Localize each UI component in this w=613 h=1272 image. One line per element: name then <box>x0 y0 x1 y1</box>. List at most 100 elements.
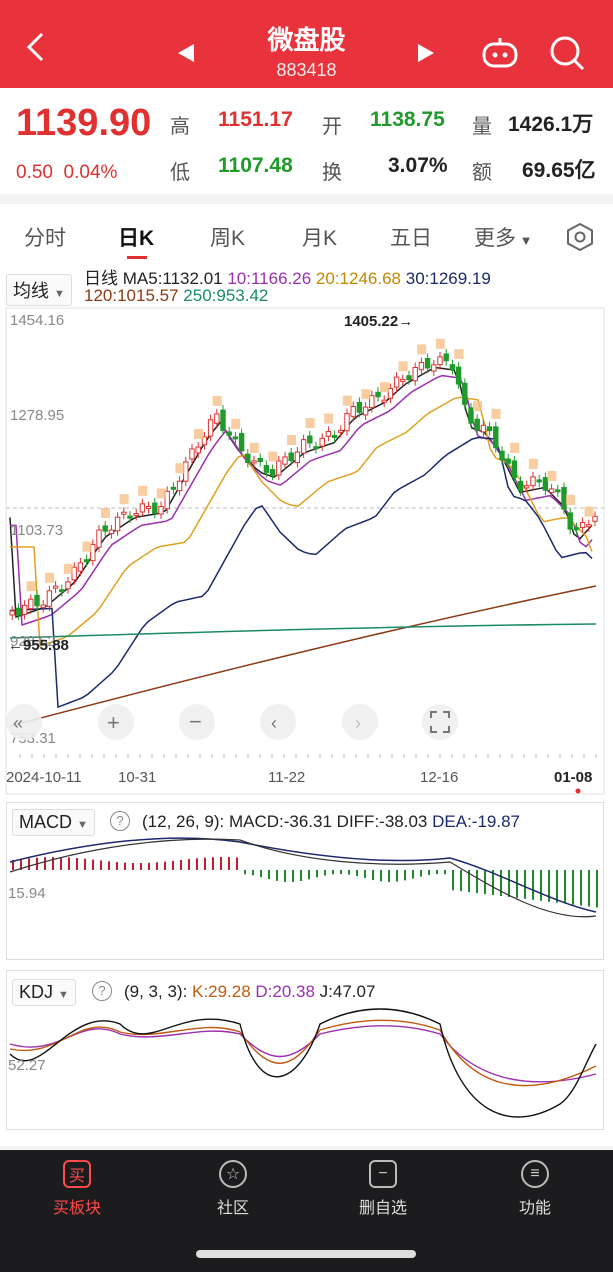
y-label-2: 1278.95 <box>10 407 64 424</box>
volume-label: 量 <box>472 116 492 138</box>
sequence-marker <box>547 470 557 481</box>
candle-body <box>139 503 146 513</box>
zoom-in-button[interactable] <box>98 704 134 740</box>
ma250-value: 250:953.42 <box>183 286 269 305</box>
ma-selector-label: 均线 <box>13 281 49 301</box>
remove-watchlist-button[interactable]: − 删自选 <box>328 1160 438 1218</box>
dea-line <box>9 837 597 913</box>
fullscreen-button[interactable] <box>422 704 458 740</box>
y-label-4: 928.52 <box>10 633 56 650</box>
sequence-marker <box>454 349 464 360</box>
macd-bar <box>532 870 534 900</box>
back-arrow-icon[interactable] <box>22 32 52 62</box>
next-stock-icon[interactable] <box>418 44 434 62</box>
macd-bar <box>20 859 22 870</box>
candle-body <box>567 512 573 530</box>
macd-bar <box>284 870 286 882</box>
kdj-axis-label: 52.27 <box>8 1057 46 1074</box>
kdj-selector[interactable]: KDJ ▼ <box>12 979 76 1006</box>
scroll-left-button[interactable] <box>6 704 42 740</box>
quote-panel: 1139.90 0.50 0.04% 高 1151.17 开 1138.75 量… <box>0 88 613 194</box>
candle-body <box>189 448 195 460</box>
sequence-marker <box>287 435 296 446</box>
kline-chart[interactable]: 1454.16 1278.95 1103.73 928.52 753.31 14… <box>0 306 613 796</box>
ma-selector[interactable]: 均线 ▼ <box>6 274 72 306</box>
step-right-button[interactable] <box>342 704 378 740</box>
macd-bar <box>212 857 214 870</box>
step-left-button[interactable] <box>260 704 296 740</box>
zoom-out-button[interactable] <box>179 704 215 740</box>
community-button[interactable]: ☆ 社区 <box>178 1160 288 1218</box>
macd-bar <box>220 857 222 870</box>
help-icon[interactable]: ? <box>92 981 112 1001</box>
ma10-line <box>10 374 593 627</box>
candle-body <box>586 524 592 528</box>
turnover-label: 换 <box>322 162 342 184</box>
sequence-marker <box>398 361 408 372</box>
candle-body <box>269 469 276 476</box>
macd-bar <box>500 870 502 896</box>
macd-legend: (12, 26, 9): MACD:-36.31 DIFF:-38.03 DEA… <box>142 812 520 832</box>
candle-body <box>455 366 462 385</box>
candle-body <box>238 432 245 452</box>
max-price-label: 1405.22→ <box>344 313 413 330</box>
help-icon[interactable]: ? <box>110 811 130 831</box>
kdj-selector-label: KDJ <box>19 982 54 1002</box>
ma20-line <box>10 396 593 648</box>
candle-body <box>387 387 394 399</box>
settings-hex-icon[interactable] <box>565 222 595 252</box>
macd-bar <box>100 860 102 870</box>
prev-stock-icon[interactable] <box>178 44 194 62</box>
tab-monthly-k[interactable]: 月K <box>302 227 338 250</box>
macd-bar <box>116 862 118 870</box>
remove-watchlist-icon: − <box>369 1160 397 1188</box>
low-value: 1107.48 <box>218 154 293 177</box>
macd-bar <box>300 870 302 882</box>
macd-bar <box>132 862 134 870</box>
tab-daily-k[interactable]: 日K <box>118 227 155 250</box>
ma20-value: 20:1246.68 <box>315 269 401 288</box>
tab-more[interactable]: 更多 ▼ <box>474 222 532 252</box>
candle-body <box>393 376 400 388</box>
tab-intraday[interactable]: 分时 <box>24 227 66 250</box>
candle-body <box>468 407 474 424</box>
buy-sector-button[interactable]: 买 买板块 <box>22 1160 132 1218</box>
kdj-lines <box>9 1008 597 1118</box>
sequence-marker <box>175 463 185 474</box>
candle-body <box>90 543 96 562</box>
robot-icon[interactable] <box>480 36 520 70</box>
candle-body <box>282 456 288 465</box>
macd-chart[interactable]: 15.94 <box>0 832 613 958</box>
sequence-marker <box>361 389 371 400</box>
ma5-line <box>9 366 593 619</box>
high-value: 1151.17 <box>218 108 293 131</box>
change-percent: 0.04% <box>63 162 118 183</box>
candle-body <box>164 490 170 510</box>
macd-selector[interactable]: MACD ▼ <box>12 809 95 836</box>
sequence-marker <box>82 541 92 552</box>
macd-bar <box>556 870 558 903</box>
ma5-value: MA5:1132.01 <box>122 269 223 288</box>
candle-body <box>59 589 65 593</box>
kdj-chart[interactable]: 52.27 <box>0 1004 613 1130</box>
d-line <box>9 1025 597 1083</box>
tab-five-day[interactable]: 五日 <box>390 227 432 250</box>
macd-bar <box>28 858 30 870</box>
macd-bar <box>348 870 350 875</box>
macd-bar <box>180 859 182 870</box>
macd-bar <box>276 870 278 881</box>
macd-bar <box>508 870 510 897</box>
community-label: 社区 <box>216 1200 249 1217</box>
search-icon[interactable] <box>548 34 586 72</box>
amount-value: 69.65亿 <box>522 159 596 182</box>
x-label-1031: 10-31 <box>118 769 156 786</box>
candle-body <box>201 436 208 446</box>
kdj-legend: (9, 3, 3): K:29.28 D:20.38 J:47.07 <box>124 982 375 1002</box>
sequence-marker <box>268 451 278 462</box>
ma-line-label: 日线 <box>84 269 118 288</box>
functions-button[interactable]: ≡ 功能 <box>480 1160 590 1218</box>
ma30-line <box>9 436 593 709</box>
macd-bar <box>260 870 262 878</box>
tab-weekly-k[interactable]: 周K <box>210 227 246 250</box>
sequence-marker <box>26 581 36 592</box>
